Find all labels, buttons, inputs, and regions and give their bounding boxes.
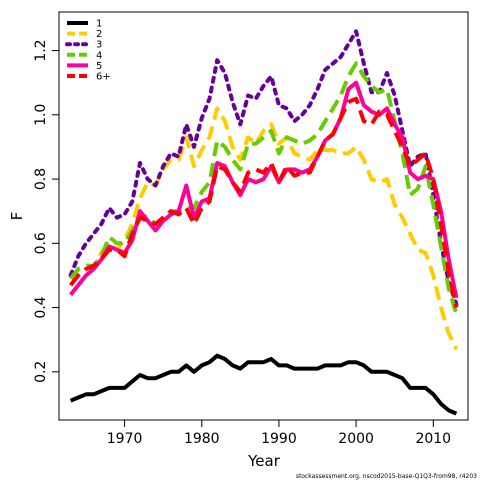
legend-label-4: 4 xyxy=(96,50,102,61)
series-line-2 xyxy=(69,106,459,351)
x-tick-label: 1970 xyxy=(107,431,143,447)
y-axis: 0.2 0.4 0.6 0.8 1.0 1.2 xyxy=(33,39,59,383)
series-line-4 xyxy=(69,61,459,315)
legend-label-2: 2 xyxy=(96,29,102,40)
x-axis: 1970 1980 1990 2000 2010 xyxy=(107,420,451,447)
x-axis-label: Year xyxy=(247,452,281,470)
credit-text: stockassessment.org, nscod2015-base-Q1Q3… xyxy=(296,473,477,480)
legend-label-3: 3 xyxy=(96,40,102,51)
series-line-3 xyxy=(68,29,459,307)
plot-frame xyxy=(58,11,469,421)
legend-label-6+: 6+ xyxy=(96,72,111,83)
y-tick-label: 0.8 xyxy=(33,168,49,190)
x-tick-label: 1990 xyxy=(261,431,297,447)
y-tick-label: 0.2 xyxy=(33,361,49,383)
y-tick-label: 1.2 xyxy=(33,39,49,61)
y-tick-label: 0.4 xyxy=(33,296,49,318)
x-tick-label: 1980 xyxy=(184,431,220,447)
series-lines xyxy=(68,29,459,416)
x-tick-label: 2010 xyxy=(415,431,451,447)
legend-label-1: 1 xyxy=(96,19,102,30)
series-line-5 xyxy=(69,80,459,299)
y-tick-label: 1.0 xyxy=(33,104,49,126)
series-line-6+ xyxy=(69,96,459,309)
y-axis-label: F xyxy=(8,212,26,221)
legend-label-5: 5 xyxy=(96,61,102,72)
x-tick-label: 2000 xyxy=(338,431,374,447)
y-tick-label: 0.6 xyxy=(33,232,49,254)
series-line-1 xyxy=(69,353,458,416)
